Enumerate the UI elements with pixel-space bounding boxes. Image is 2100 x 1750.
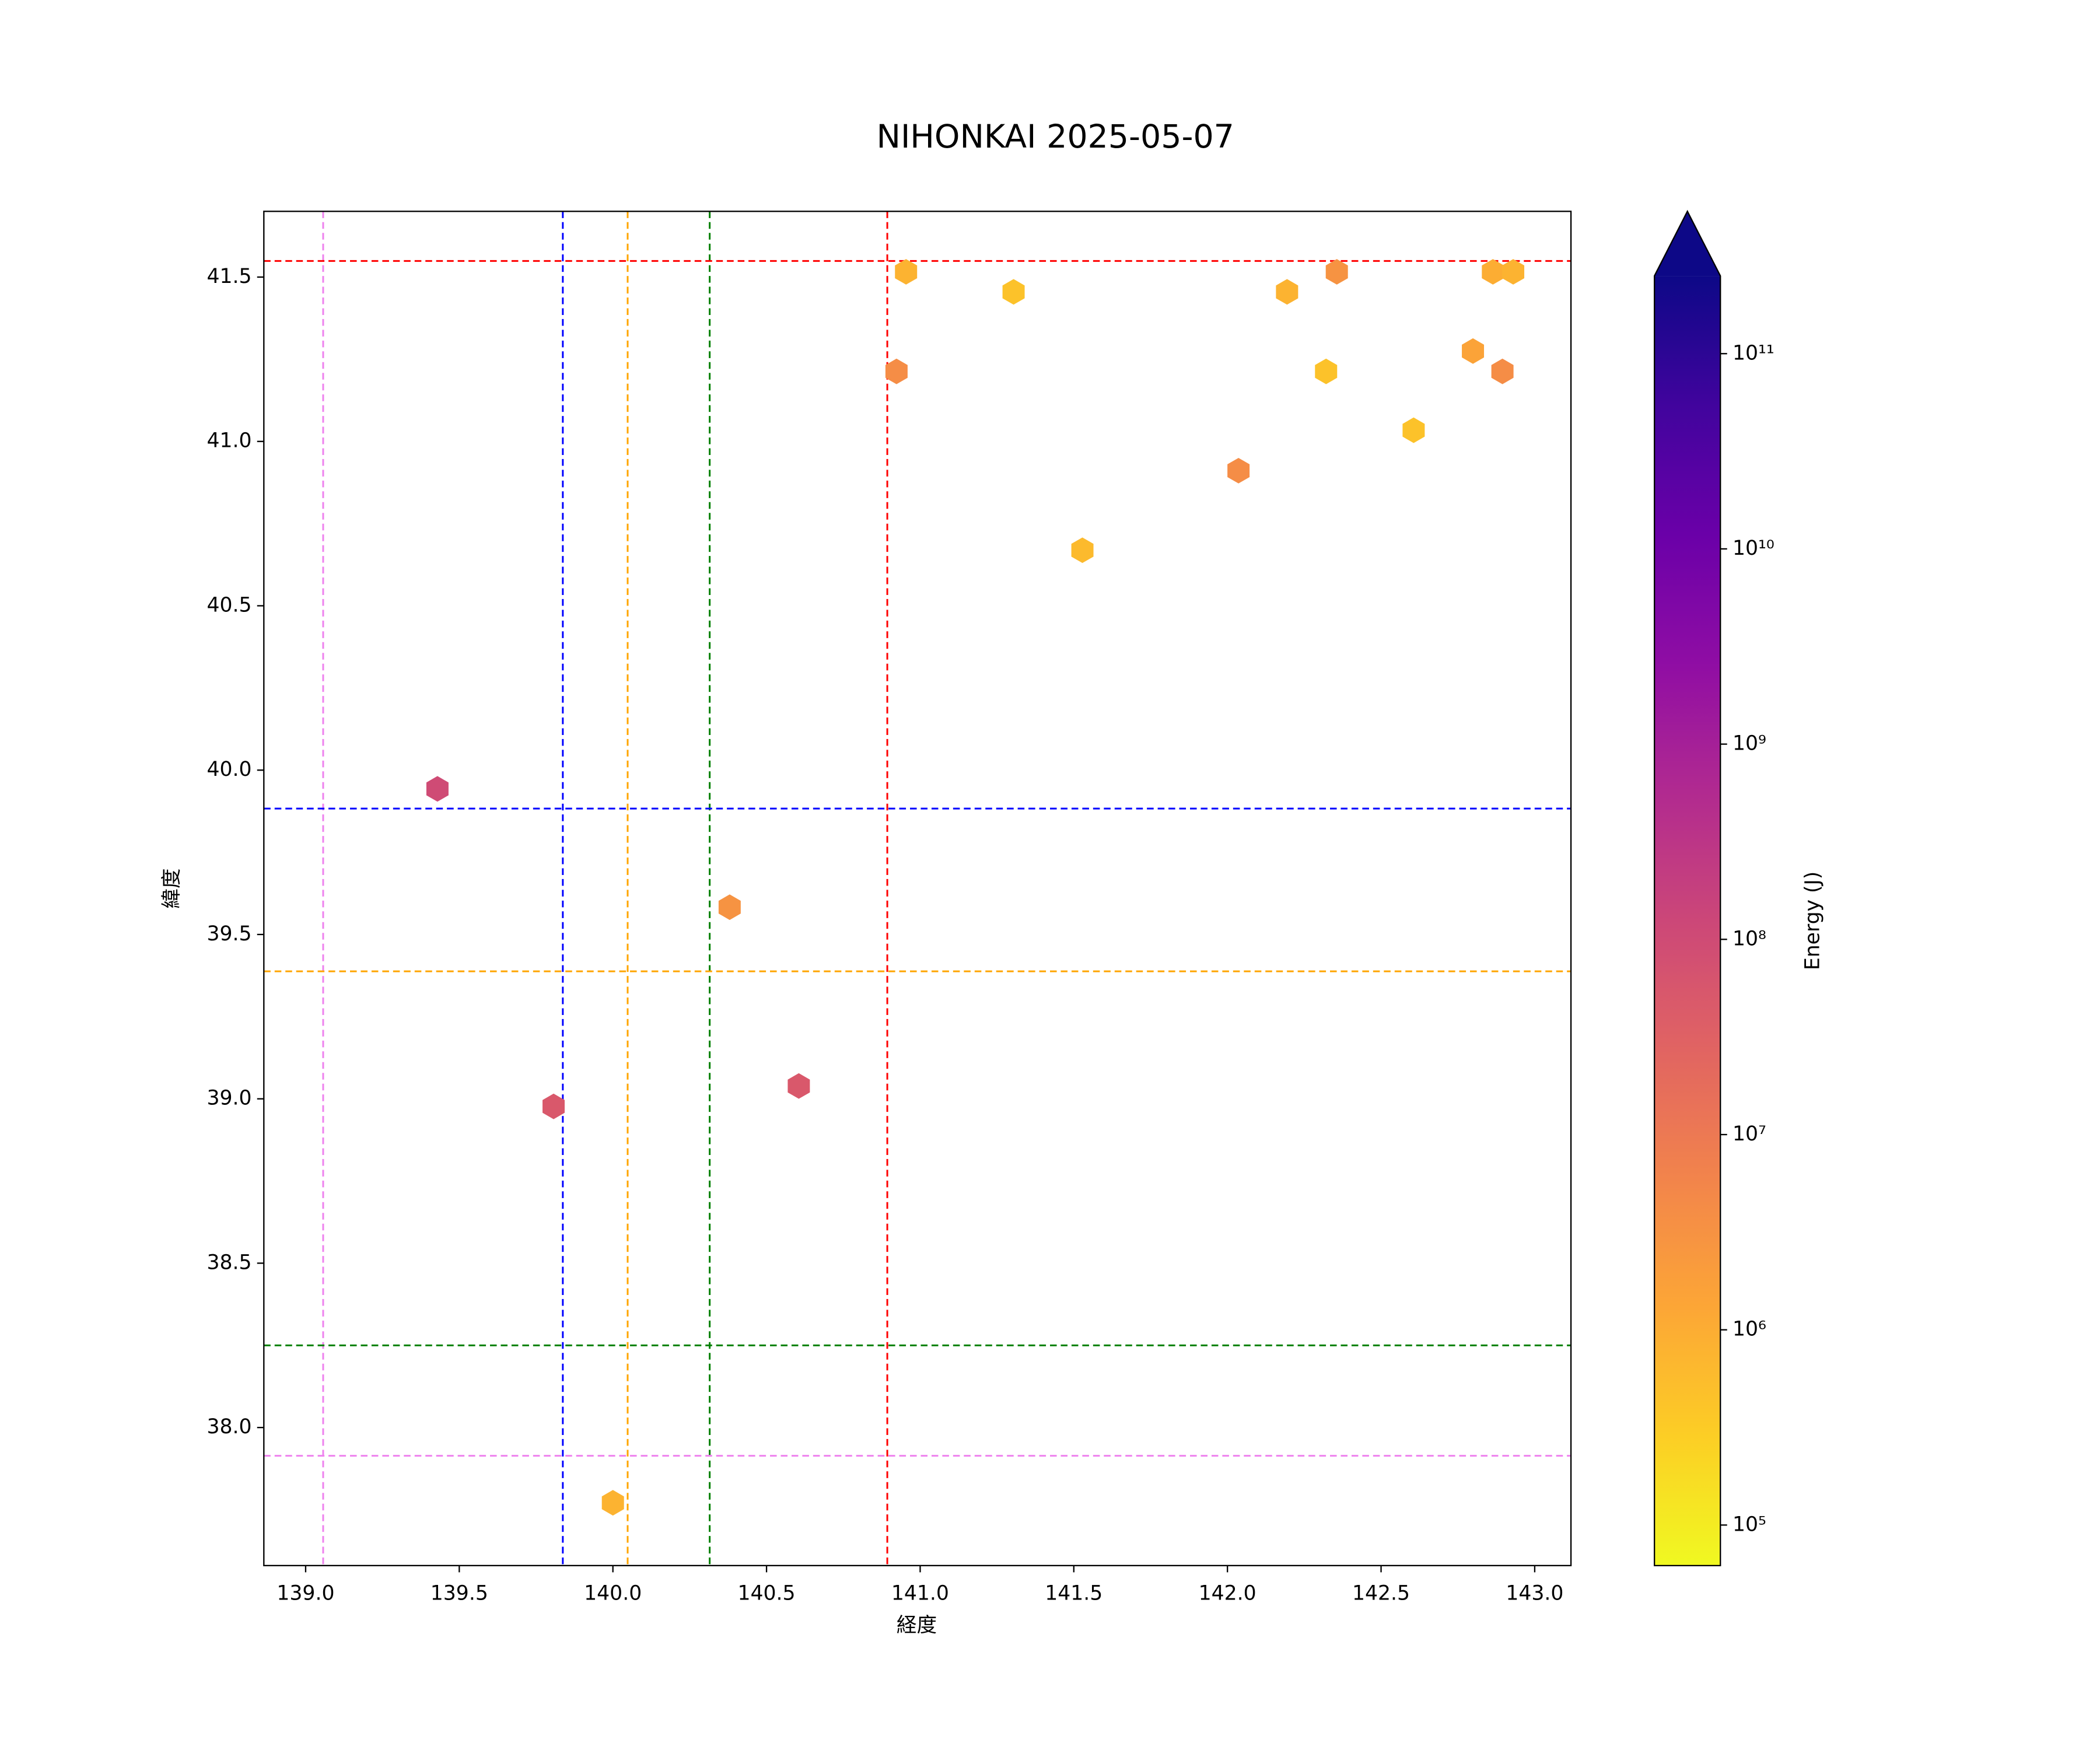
colorbar-tick-label: 10⁸ — [1732, 927, 1766, 950]
hexbin-cell — [1462, 338, 1485, 364]
y-tick-label: 39.5 — [206, 922, 251, 946]
y-tick-label: 39.0 — [206, 1087, 251, 1110]
hexbin-cell — [1315, 358, 1338, 384]
colorbar — [1654, 276, 1721, 1566]
colorbar-extend — [1654, 211, 1721, 276]
hexbin-cell — [1227, 457, 1250, 484]
x-tick-label: 142.5 — [1352, 1581, 1410, 1605]
chart-title: NIHONKAI 2025-05-07 — [877, 118, 1234, 156]
hexbin-cell — [1502, 259, 1525, 285]
hexbin-cell — [1276, 279, 1298, 305]
hexbin-cell — [1325, 259, 1348, 285]
hexbin-cell — [426, 776, 449, 802]
hexbin-cell — [718, 894, 741, 921]
x-tick-label: 140.0 — [584, 1581, 642, 1605]
colorbar-tick-label: 10⁶ — [1732, 1318, 1766, 1341]
x-tick-label: 139.0 — [276, 1581, 334, 1605]
plot-frame — [263, 211, 1572, 1566]
y-tick-label: 40.5 — [206, 593, 251, 617]
x-tick-label: 143.0 — [1506, 1581, 1563, 1605]
x-axis-label: 経度 — [897, 1614, 937, 1637]
x-tick-label: 142.0 — [1199, 1581, 1256, 1605]
y-tick-label: 41.5 — [206, 265, 251, 288]
x-tick-label: 141.0 — [891, 1581, 949, 1605]
y-tick-label: 40.0 — [206, 758, 251, 781]
colorbar-tick-label: 10⁹ — [1732, 732, 1766, 755]
x-tick-label: 141.5 — [1045, 1581, 1102, 1605]
hexbin-cell — [788, 1073, 810, 1099]
hexbin-cell — [1491, 358, 1514, 384]
colorbar-tick-label: 10⁵ — [1732, 1513, 1766, 1536]
hexbin-cell — [885, 358, 908, 384]
hexbin-cell — [895, 259, 918, 285]
x-tick-label: 139.5 — [430, 1581, 488, 1605]
hexbin-cell — [601, 1490, 624, 1516]
y-tick-label: 41.0 — [206, 429, 251, 453]
y-tick-label: 38.0 — [206, 1415, 251, 1438]
hexbin-cell — [1002, 279, 1025, 305]
hexbin-cell — [1071, 537, 1094, 564]
hexbin-cell — [1402, 417, 1425, 443]
hexbin-cell — [1482, 259, 1504, 285]
colorbar-frame — [1653, 209, 1721, 1566]
y-axis-label: 緯度 — [160, 868, 183, 908]
colorbar-label: Energy (J) — [1801, 872, 1824, 970]
x-tick-label: 140.5 — [738, 1581, 796, 1605]
plot-area — [264, 211, 1572, 1566]
colorbar-tick-label: 10¹⁰ — [1732, 537, 1774, 560]
colorbar-tick-label: 10⁷ — [1732, 1122, 1766, 1146]
y-tick-label: 38.5 — [206, 1251, 251, 1274]
colorbar-tick-label: 10¹¹ — [1732, 341, 1774, 365]
hexbin-cell — [542, 1093, 565, 1119]
